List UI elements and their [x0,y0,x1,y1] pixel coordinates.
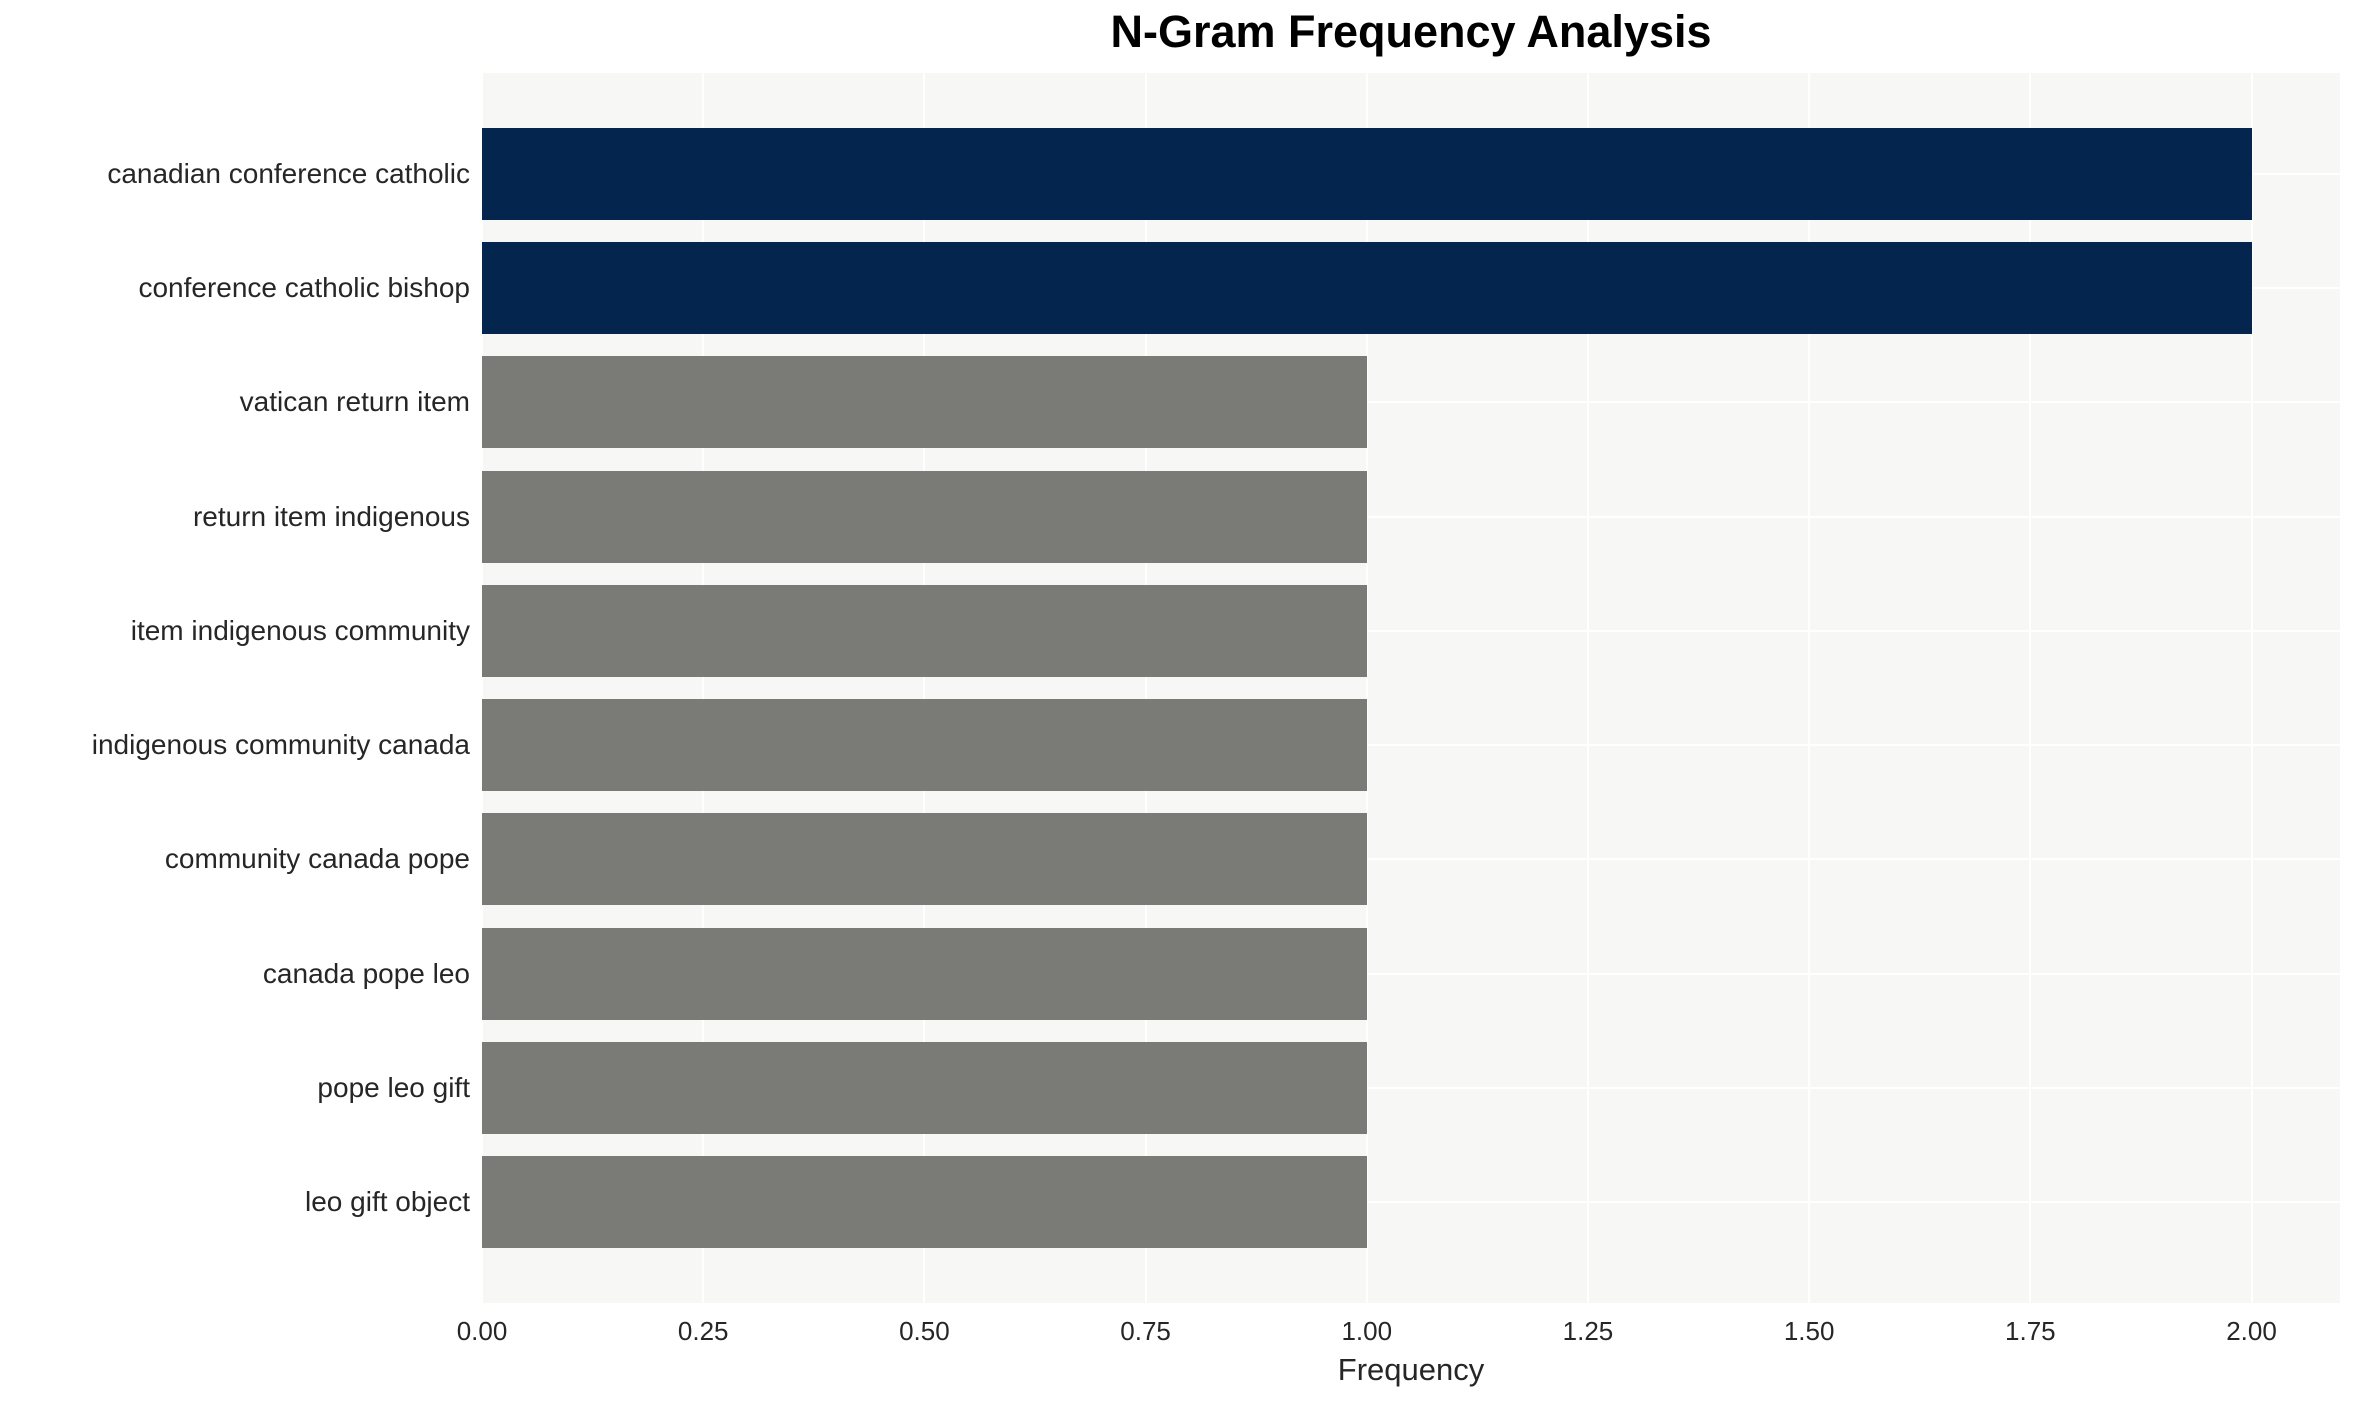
bar-item-indigenous-community [482,584,1367,677]
bar-vatican-return-item [482,356,1367,449]
gridline-horizontal [482,972,2340,975]
bar-canadian-conference-catholic [482,128,2252,220]
gridline-vertical [702,73,705,1303]
gridline-vertical [1365,73,1368,1303]
x-axis-title: Frequency [1337,1352,1485,1387]
bar-pope-leo-gift [482,1041,1367,1134]
y-tick-label: vatican return item [239,386,470,418]
gridline-vertical [2250,73,2253,1303]
x-tick-label: 1.75 [2005,1316,2056,1346]
y-tick-label: return item indigenous [192,500,470,532]
x-tick-label: 1.50 [1783,1316,1835,1346]
chart-title: N-Gram Frequency Analysis [1110,6,1712,57]
bar-conference-catholic-bishop [482,242,2252,335]
bar-indigenous-community-canada [482,699,1367,792]
y-tick-label: item indigenous community [130,614,470,646]
gridline-horizontal [482,401,2340,404]
x-tick-label: 2.00 [2226,1316,2277,1346]
y-tick-label: canada pope leo [262,957,470,989]
gridline-horizontal [482,744,2340,747]
x-tick-label: 0.75 [1120,1316,1171,1346]
gridline-horizontal [482,858,2340,861]
y-tick-label: conference catholic bishop [138,272,470,304]
bar-community-canada-pope [482,813,1367,906]
x-tick-label: 1.25 [1562,1316,1614,1346]
plot-area [481,73,2340,1303]
x-tick-label: 1.00 [1341,1316,1393,1346]
y-tick-label: canadian conference catholic [107,158,470,189]
x-tick-label: 0.25 [677,1316,729,1346]
bar-canada-pope-leo [482,927,1367,1020]
x-tick-label: 0.50 [899,1316,950,1346]
gridline-vertical [1144,73,1147,1303]
gridline-horizontal [482,1086,2340,1089]
gridline-vertical [923,73,926,1303]
gridline-horizontal [482,515,2340,518]
gridline-horizontal [482,1201,2340,1203]
y-tick-label: indigenous community canada [91,729,470,761]
gridline-vertical [481,73,483,1303]
x-tick-label: 0.00 [456,1316,508,1346]
gridline-vertical [2029,73,2032,1303]
gridline-horizontal [482,629,2340,632]
y-tick-label: community canada pope [164,843,470,875]
bar-leo-gift-object [482,1156,1367,1248]
y-tick-label: leo gift object [305,1186,470,1217]
y-tick-label: pope leo gift [317,1071,470,1103]
gridline-vertical [1586,73,1589,1303]
gridline-vertical [1808,73,1811,1303]
bar-return-item-indigenous [482,470,1367,563]
